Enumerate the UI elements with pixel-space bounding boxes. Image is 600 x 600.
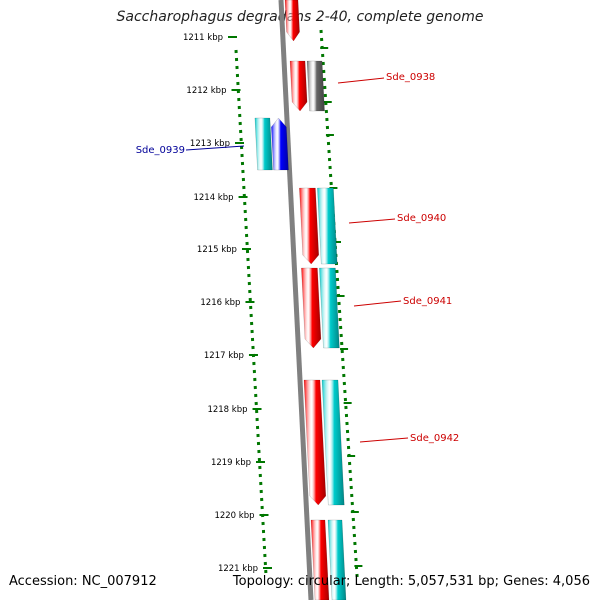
gene-label-leader — [337, 77, 385, 84]
genome-summary-text: Topology: circular; Length: 5,057,531 bp… — [232, 574, 590, 589]
kbp-tick-label: 1221 kbp — [218, 564, 258, 574]
kbp-tick-label: 1216 kbp — [200, 298, 240, 308]
genome-backbone — [278, 0, 314, 600]
kbp-tick-label: 1220 kbp — [214, 511, 254, 521]
gene-forward — [303, 379, 327, 506]
kbp-tick-label: 1213 kbp — [190, 139, 230, 149]
gene-label-leader — [185, 145, 245, 151]
gene-forward — [310, 519, 330, 600]
gene-cds — [254, 117, 273, 171]
kbp-tick-label: 1212 kbp — [186, 86, 226, 96]
gene-label: Sde_0942 — [410, 433, 459, 444]
gene-cds — [319, 267, 340, 349]
kbp-tick-label: 1217 kbp — [204, 351, 244, 361]
gene-label-leader — [353, 300, 402, 307]
gene-forward — [289, 60, 308, 112]
gene-forward — [299, 187, 320, 265]
gene-label-leader — [348, 218, 396, 224]
gene-forward — [284, 0, 300, 42]
kbp-tick-label: 1211 kbp — [183, 33, 223, 43]
gene-label: Sde_0940 — [397, 213, 446, 224]
gene-label: Sde_0938 — [386, 72, 435, 83]
gene-cds — [317, 187, 338, 265]
kbp-tick-label: 1218 kbp — [207, 405, 247, 415]
gene-cds — [321, 379, 345, 506]
accession-text: Accession: NC_007912 — [9, 574, 157, 589]
gene-label: Sde_0939 — [136, 145, 185, 156]
kbp-tick-label: 1219 kbp — [211, 458, 251, 468]
gene-label: Sde_0941 — [403, 296, 452, 307]
gene-label-leader — [359, 437, 409, 443]
gene-cds — [327, 519, 347, 600]
kbp-tick-label: 1214 kbp — [193, 193, 233, 203]
gene-reverse — [271, 117, 289, 171]
gene-other — [306, 60, 325, 112]
gene-forward — [301, 267, 322, 349]
map-title: Saccharophagus degradans 2-40, complete … — [116, 9, 484, 25]
kbp-tick-label: 1215 kbp — [197, 245, 237, 255]
